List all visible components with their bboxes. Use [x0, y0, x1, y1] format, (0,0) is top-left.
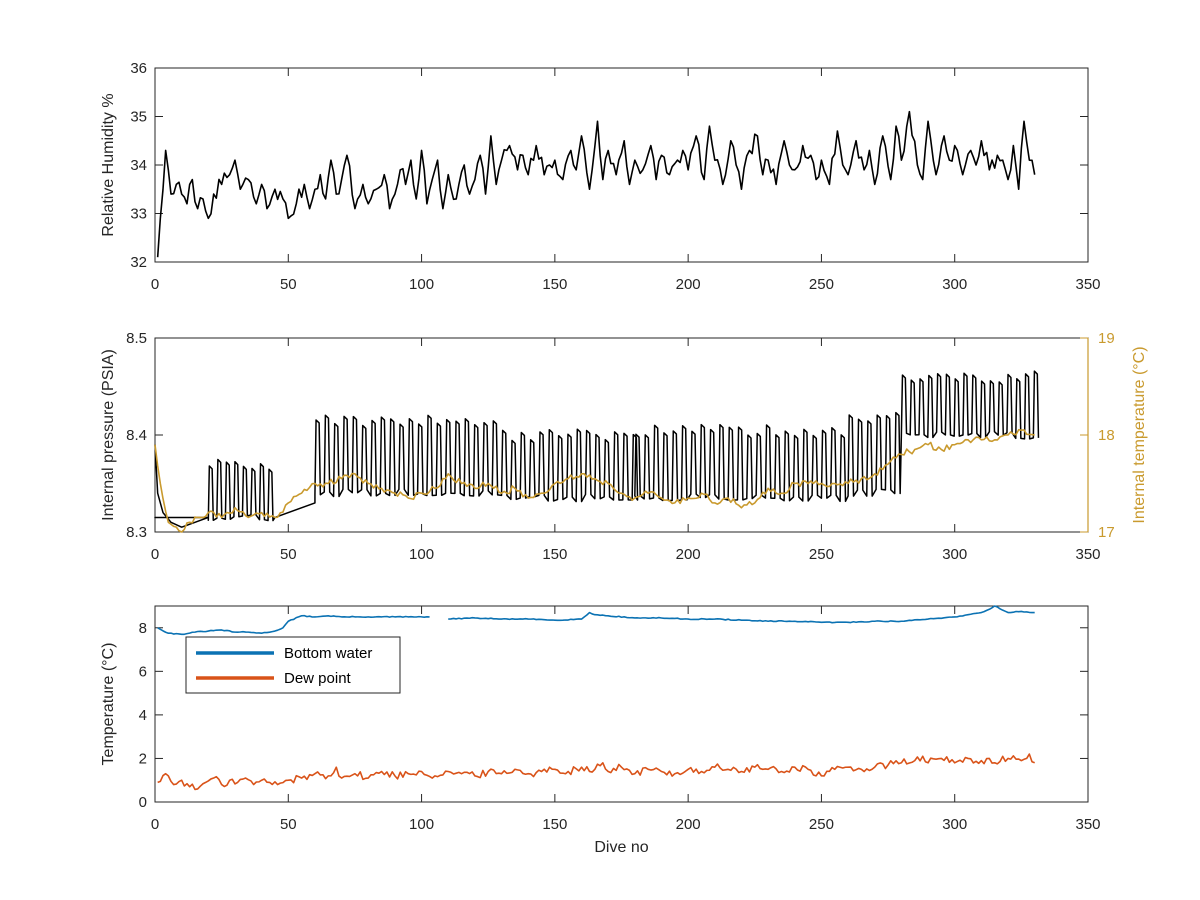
y-tick-label: 2 — [139, 750, 147, 767]
x-tick-label: 150 — [542, 816, 567, 833]
y-tick-label: 32 — [130, 254, 147, 271]
x-tick-label: 200 — [676, 546, 701, 563]
y-tick-label: 8.4 — [126, 427, 147, 444]
y-tick-label: 33 — [130, 206, 147, 223]
x-axis-label: Dive no — [594, 839, 648, 856]
x-tick-label: 0 — [151, 546, 159, 563]
series-line-dew-point — [157, 753, 1035, 791]
x-tick-label: 350 — [1075, 816, 1100, 833]
axes-temperature: 0 50 100 150 200 250 300 350 0 2 4 6 8 Temperature (°… — [100, 605, 1101, 856]
x-tick-label: 0 — [151, 816, 159, 833]
legend-label: Dew point — [284, 670, 352, 687]
series-line-pressure — [154, 370, 1040, 528]
x-tick-label: 300 — [942, 546, 967, 563]
x-tick-label: 350 — [1075, 546, 1100, 563]
legend: Bottom water Dew point — [185, 636, 401, 694]
x-tick-label: 250 — [809, 546, 834, 563]
series-line-humidity — [156, 110, 1036, 258]
axes-humidity: 0 50 100 150 200 250 300 350 32 33 34 35 36 Relative … — [100, 60, 1101, 293]
x-tick-label: 50 — [280, 546, 297, 563]
y-axis-label: Relative Humidity % — [100, 93, 117, 236]
plot-area — [154, 67, 1089, 263]
y-tick-label: 36 — [130, 60, 147, 77]
y-axis-label: Internal pressure (PSIA) — [100, 349, 117, 521]
axes-pressure: 0 50 100 150 200 250 300 350 8.3 8.4 8.5 Internal p… — [100, 330, 1148, 563]
x-tick-label: 200 — [676, 276, 701, 293]
x-tick-label: 150 — [542, 546, 567, 563]
x-tick-label: 350 — [1075, 276, 1100, 293]
x-tick-label: 250 — [809, 276, 834, 293]
y-axis-label: Temperature (°C) — [100, 643, 117, 766]
plot-area — [154, 337, 1089, 533]
x-tick-label: 300 — [942, 276, 967, 293]
y-axis-label-right: Internal temperature (°C) — [1131, 346, 1148, 523]
x-tick-label: 100 — [409, 546, 434, 563]
x-tick-label: 100 — [409, 276, 434, 293]
series-line-internal-temperature — [154, 428, 1035, 533]
x-tick-label: 300 — [942, 816, 967, 833]
x-tick-label: 50 — [280, 276, 297, 293]
y-tick-label: 8.3 — [126, 524, 147, 541]
x-tick-label: 0 — [151, 276, 159, 293]
legend-label: Bottom water — [284, 645, 372, 662]
x-tick-label: 50 — [280, 816, 297, 833]
y-tick-label-right: 17 — [1098, 524, 1115, 541]
legend-box — [185, 636, 401, 694]
y-tick-label-right: 19 — [1098, 330, 1115, 347]
plot-area — [154, 605, 1089, 803]
y-tick-label-right: 18 — [1098, 427, 1115, 444]
x-tick-label: 150 — [542, 276, 567, 293]
y-tick-label: 0 — [139, 794, 147, 811]
series-line-bottom-water — [157, 605, 1035, 636]
y-tick-label: 35 — [130, 109, 147, 126]
x-tick-label: 100 — [409, 816, 434, 833]
y-tick-label: 8.5 — [126, 330, 147, 347]
y-tick-label: 34 — [130, 157, 147, 174]
y-tick-label: 8 — [139, 620, 147, 637]
y-tick-label: 4 — [139, 707, 147, 724]
x-tick-label: 250 — [809, 816, 834, 833]
x-tick-label: 200 — [676, 816, 701, 833]
y-tick-label: 6 — [139, 663, 147, 680]
